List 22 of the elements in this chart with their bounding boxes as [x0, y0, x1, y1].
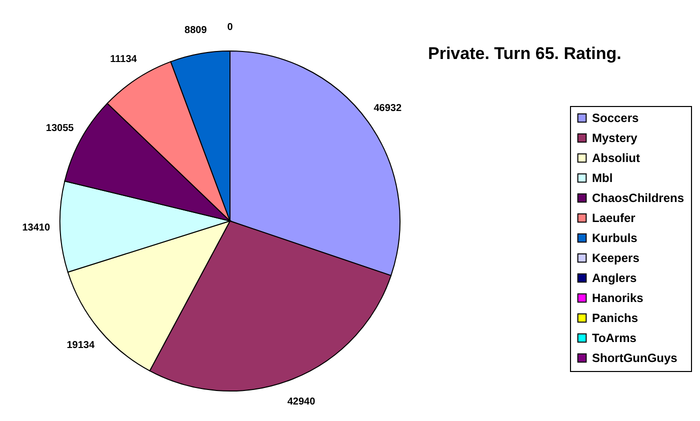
legend-label: Absoliut	[592, 151, 640, 165]
legend-label: Mystery	[592, 131, 638, 145]
legend-label: Soccers	[592, 111, 640, 125]
data-label: 42940	[287, 396, 316, 408]
data-label: 19134	[66, 340, 95, 351]
data-label: 46932	[374, 102, 402, 114]
legend-label: Anglers	[592, 271, 638, 285]
legend-label: Laeufer	[592, 211, 636, 225]
legend-label: Kurbuls	[592, 231, 638, 245]
legend-label: Hanoriks	[592, 291, 644, 305]
legend-label: Mbl	[592, 171, 613, 185]
text: 0	[227, 22, 233, 33]
data-label: 13410	[22, 222, 50, 234]
data-label: 13055	[46, 122, 74, 134]
legend-label: ShortGunGuys	[592, 351, 678, 365]
legend-label: ToArms	[592, 331, 637, 345]
data-label: 8809	[184, 25, 208, 36]
legend-label: ChaosChildrens	[592, 191, 684, 205]
legend-label: Panichs	[592, 311, 638, 325]
text: Private. Turn 65. Rating.	[428, 44, 622, 63]
data-label: 11134	[110, 54, 138, 65]
legend-label: Keepers	[592, 251, 640, 265]
